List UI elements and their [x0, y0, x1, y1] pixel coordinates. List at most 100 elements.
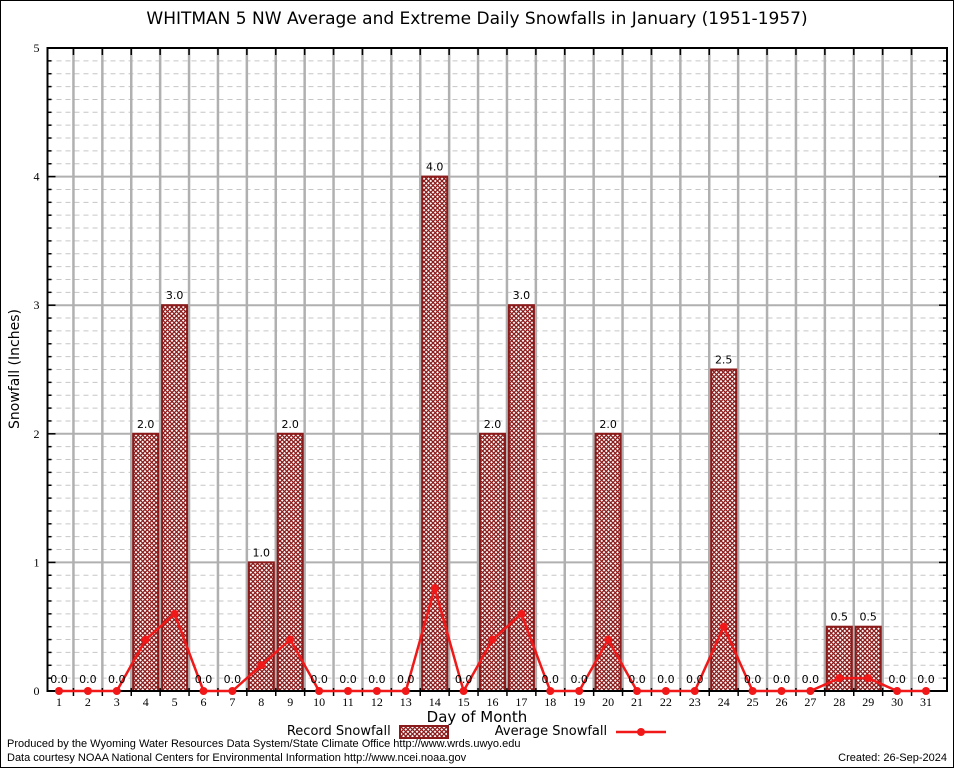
svg-text:30: 30 — [891, 695, 903, 709]
svg-text:2.0: 2.0 — [281, 418, 299, 431]
svg-text:0.0: 0.0 — [310, 673, 328, 686]
y-axis-label: Snowfall (Inches) — [7, 309, 23, 429]
svg-text:29: 29 — [862, 695, 874, 709]
chart-title: WHITMAN 5 NW Average and Extreme Daily S… — [146, 9, 808, 29]
average-marker-day-18 — [546, 687, 555, 695]
average-marker-day-2 — [83, 687, 92, 695]
x-tick-labels: 1 2 3 4 5 6 7 8 9 10 11 12 13 14 15 16 17 18 19 20 21 22 23 24 2… — [56, 695, 932, 709]
svg-text:0.0: 0.0 — [686, 673, 704, 686]
svg-text:4: 4 — [143, 695, 149, 709]
average-marker-day-30 — [893, 687, 902, 695]
record-snowfall-bars — [132, 175, 882, 693]
footer-data-courtesy: Data courtesy NOAA National Centers for … — [7, 752, 467, 764]
svg-text:0.0: 0.0 — [888, 673, 906, 686]
svg-text:10: 10 — [313, 695, 325, 709]
legend-average-item: Average Snowfall — [495, 724, 667, 739]
svg-text:26: 26 — [776, 695, 788, 709]
chart-footer: Produced by the Wyoming Water Resources … — [7, 737, 947, 765]
record-bar-swatch-icon — [398, 724, 449, 739]
average-line-swatch-icon — [616, 727, 667, 736]
svg-text:0.0: 0.0 — [744, 673, 762, 686]
svg-text:12: 12 — [371, 695, 383, 709]
record-bar-day-17 — [507, 304, 535, 692]
svg-text:0.0: 0.0 — [455, 673, 473, 686]
svg-text:17: 17 — [515, 695, 527, 709]
svg-text:2.0: 2.0 — [599, 418, 617, 431]
svg-text:2: 2 — [34, 427, 40, 441]
average-marker-day-12 — [372, 687, 381, 695]
record-bar-day-8 — [247, 561, 275, 693]
average-marker-day-23 — [690, 687, 699, 695]
svg-text:0.5: 0.5 — [859, 611, 877, 624]
svg-text:4.0: 4.0 — [426, 161, 444, 174]
average-marker-day-29 — [864, 674, 873, 683]
average-marker-day-22 — [661, 687, 670, 695]
svg-text:3: 3 — [114, 695, 120, 709]
svg-text:0.0: 0.0 — [542, 673, 560, 686]
svg-text:22: 22 — [660, 695, 672, 709]
svg-text:21: 21 — [631, 695, 643, 709]
svg-text:0.0: 0.0 — [397, 673, 415, 686]
svg-text:31: 31 — [920, 695, 932, 709]
svg-text:15: 15 — [458, 695, 470, 709]
average-marker-day-17 — [517, 609, 526, 618]
svg-text:0.0: 0.0 — [802, 673, 820, 686]
average-marker-day-19 — [575, 687, 584, 695]
svg-text:1.0: 1.0 — [253, 546, 271, 559]
average-marker-day-6 — [199, 687, 208, 695]
svg-text:0.0: 0.0 — [339, 673, 357, 686]
svg-text:20: 20 — [602, 695, 614, 709]
svg-text:3: 3 — [34, 298, 40, 312]
vertical-gridlines — [72, 48, 913, 691]
legend-record-item: Record Snowfall — [287, 724, 449, 739]
svg-text:2.5: 2.5 — [715, 354, 733, 367]
average-marker-day-14 — [430, 584, 439, 593]
svg-text:5: 5 — [172, 695, 178, 709]
average-marker-day-3 — [112, 687, 121, 695]
bar-value-labels: 0.0 0.0 0.0 2.0 3.0 0.0 0.0 1.0 2.0 0.0 0.0 0.0 0.0 4… — [50, 161, 935, 686]
svg-text:0.0: 0.0 — [224, 673, 242, 686]
average-marker-day-28 — [835, 674, 844, 683]
svg-text:0.5: 0.5 — [831, 611, 849, 624]
record-bar-day-16 — [479, 432, 506, 692]
x-axis-label: Day of Month — [426, 708, 528, 726]
svg-text:18: 18 — [544, 695, 556, 709]
record-bar-day-9 — [276, 432, 304, 692]
average-marker-day-20 — [604, 635, 613, 644]
average-snowfall-line — [55, 583, 930, 695]
svg-text:0: 0 — [34, 684, 40, 698]
svg-text:0.0: 0.0 — [657, 673, 675, 686]
average-marker-day-1 — [55, 687, 63, 695]
average-marker-day-13 — [401, 687, 410, 695]
svg-text:0.0: 0.0 — [50, 673, 68, 686]
svg-text:3.0: 3.0 — [166, 289, 184, 302]
svg-text:19: 19 — [573, 695, 585, 709]
svg-text:2.0: 2.0 — [484, 418, 502, 431]
svg-text:23: 23 — [689, 695, 701, 709]
svg-text:0.0: 0.0 — [628, 673, 646, 686]
svg-text:5: 5 — [34, 41, 40, 55]
record-bar-day-5 — [161, 304, 189, 692]
svg-text:24: 24 — [718, 695, 730, 709]
svg-text:4: 4 — [34, 170, 40, 184]
svg-text:0.0: 0.0 — [368, 673, 386, 686]
legend: Record Snowfall Average Snowfall — [1, 724, 953, 739]
svg-text:27: 27 — [804, 695, 816, 709]
svg-text:7: 7 — [229, 695, 235, 709]
average-marker-day-15 — [459, 687, 468, 695]
svg-text:14: 14 — [429, 695, 441, 709]
average-marker-day-11 — [344, 687, 352, 695]
average-marker-day-21 — [633, 687, 641, 695]
svg-text:16: 16 — [487, 695, 499, 709]
svg-text:25: 25 — [747, 695, 759, 709]
svg-text:6: 6 — [201, 695, 207, 709]
average-marker-day-24 — [719, 622, 728, 631]
average-marker-day-16 — [488, 635, 497, 644]
average-marker-day-25 — [748, 687, 757, 695]
average-marker-day-8 — [257, 661, 266, 670]
record-bar-day-24 — [710, 368, 738, 692]
y-tick-labels: 0 1 2 3 4 5 — [34, 41, 40, 698]
footer-created-date: Created: 26-Sep-2024 — [838, 752, 947, 764]
svg-text:11: 11 — [342, 695, 354, 709]
